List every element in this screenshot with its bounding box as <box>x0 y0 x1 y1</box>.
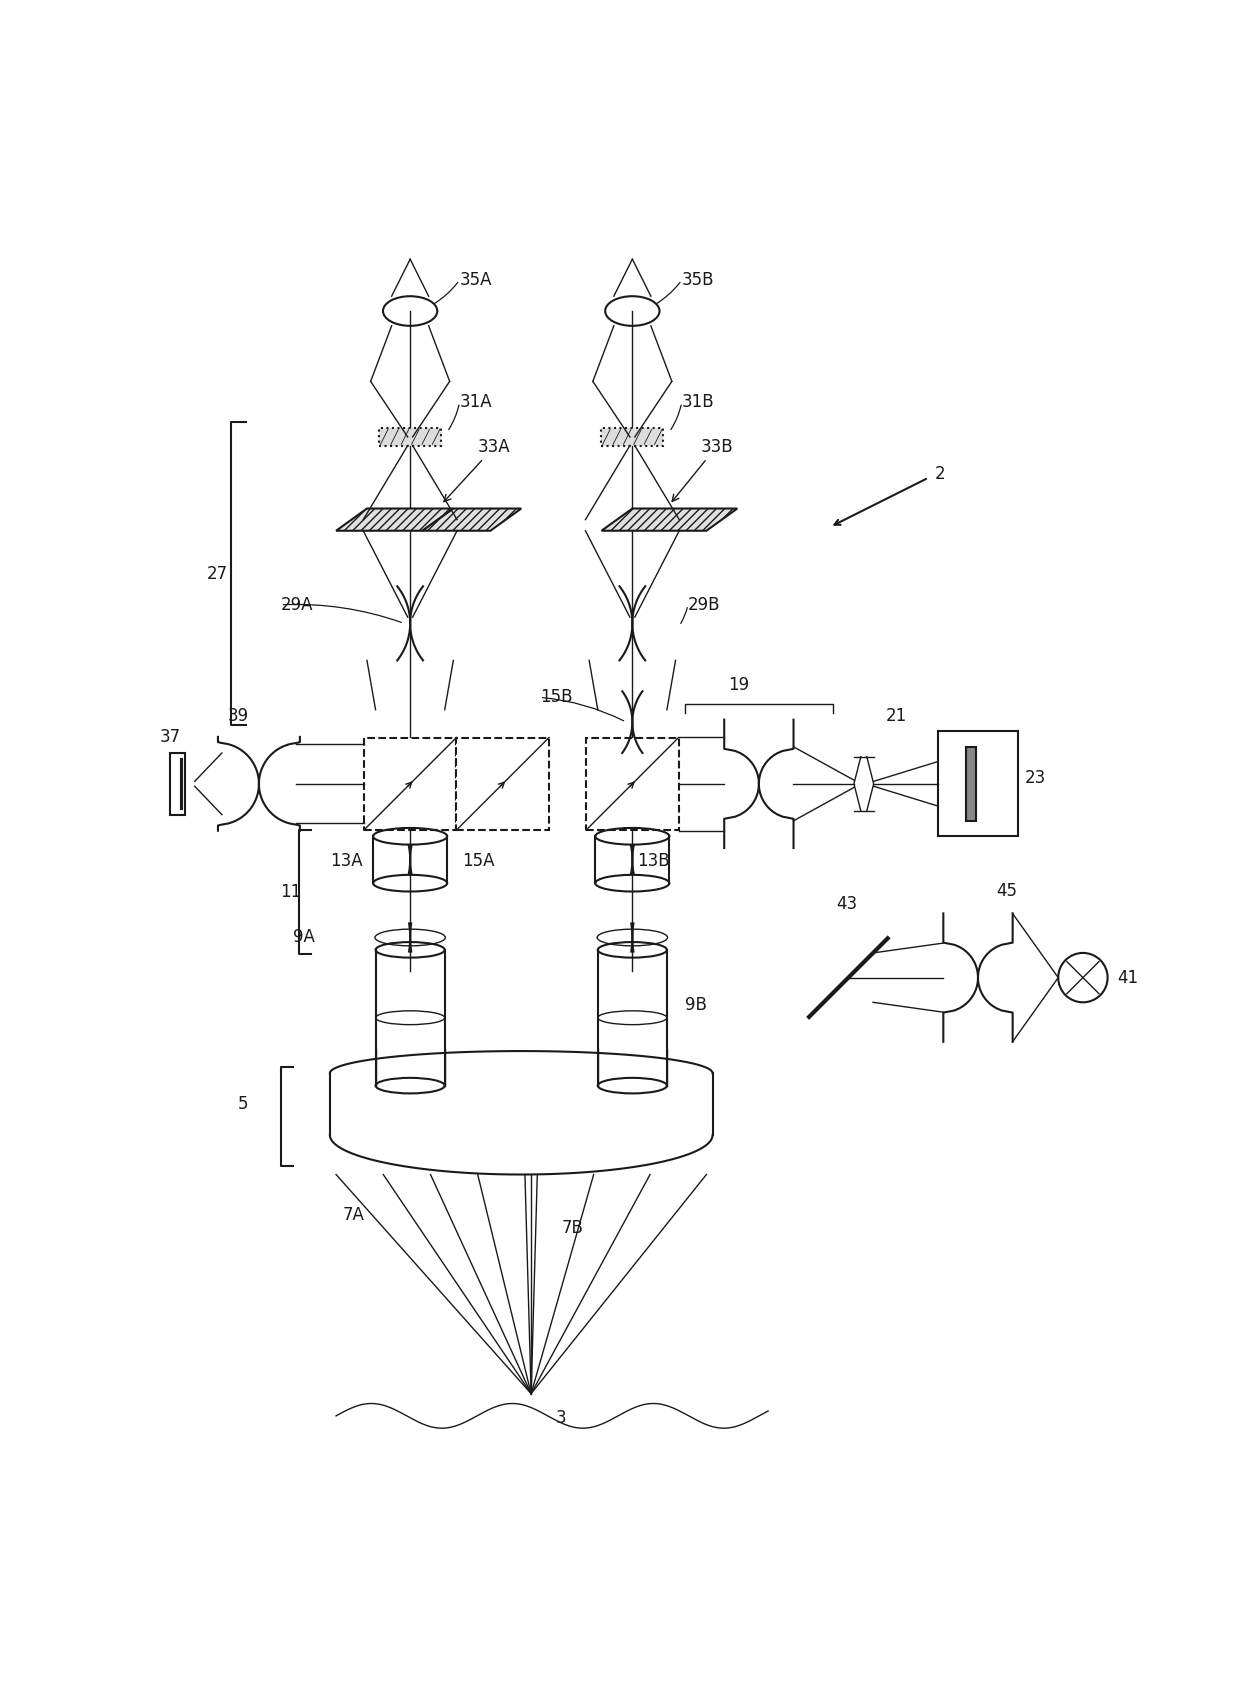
Text: 7A: 7A <box>342 1206 365 1225</box>
Text: 43: 43 <box>836 894 857 912</box>
Text: 7B: 7B <box>562 1219 584 1236</box>
Text: 35B: 35B <box>682 271 714 288</box>
Text: 45: 45 <box>997 882 1018 901</box>
Text: 2: 2 <box>935 465 945 483</box>
Text: 21: 21 <box>887 707 908 724</box>
Bar <box>587 738 678 829</box>
Text: 9B: 9B <box>686 996 707 1014</box>
Bar <box>937 731 1018 836</box>
Text: 41: 41 <box>1117 968 1138 987</box>
Bar <box>379 429 441 446</box>
Text: 29A: 29A <box>280 595 312 614</box>
Text: 37: 37 <box>160 728 181 746</box>
Text: 11: 11 <box>280 884 301 901</box>
Text: 39: 39 <box>228 707 249 724</box>
Text: 33B: 33B <box>672 438 733 502</box>
Text: 31A: 31A <box>460 393 492 412</box>
Text: 23: 23 <box>1024 768 1045 787</box>
Text: 15A: 15A <box>463 851 495 870</box>
Bar <box>456 738 549 829</box>
Bar <box>601 429 663 446</box>
Bar <box>363 738 456 829</box>
Text: 13B: 13B <box>637 851 670 870</box>
Text: 31B: 31B <box>682 393 714 412</box>
Text: 13A: 13A <box>330 851 362 870</box>
Text: 3: 3 <box>556 1409 567 1428</box>
Text: 15B: 15B <box>539 689 573 707</box>
Text: 9A: 9A <box>293 928 315 946</box>
Polygon shape <box>336 509 454 531</box>
Text: 29B: 29B <box>688 595 720 614</box>
Bar <box>170 753 185 814</box>
Text: 19: 19 <box>728 677 749 694</box>
Polygon shape <box>423 509 521 531</box>
Text: 33A: 33A <box>444 438 511 502</box>
Bar <box>966 746 976 821</box>
Text: 27: 27 <box>207 565 228 583</box>
Text: 5: 5 <box>237 1096 248 1113</box>
Text: 35A: 35A <box>460 271 492 288</box>
Polygon shape <box>601 509 738 531</box>
